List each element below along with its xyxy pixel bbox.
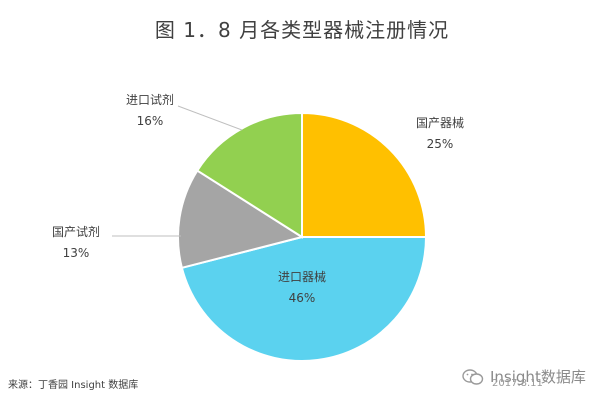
watermark-date: 2017.8.11: [492, 378, 543, 389]
slice-label-4: 进口试剂: [126, 92, 174, 107]
watermark: Insight数据库: [462, 366, 586, 387]
slice-value-1: 25%: [427, 137, 454, 151]
slice-value-2: 46%: [289, 291, 316, 305]
slice-value-4: 16%: [137, 114, 164, 128]
leader-line-4: [177, 105, 243, 131]
slice-label-3: 国产试剂: [52, 224, 100, 239]
slice-label-2: 进口器械: [278, 269, 326, 284]
wechat-icon: [462, 368, 484, 385]
chart-title: 图 1．8 月各类型器械注册情况: [154, 18, 450, 42]
watermark-text: Insight数据库: [490, 368, 586, 386]
source-note: 来源：丁香园 Insight 数据库: [8, 380, 139, 391]
pie-slice-3: [177, 169, 305, 270]
pie-slice-2: [180, 236, 428, 362]
slice-value-3: 13%: [63, 246, 90, 260]
pie-slice-1: [301, 111, 428, 238]
pie-slice-4: [195, 111, 303, 239]
slice-label-1: 国产器械: [416, 115, 464, 130]
